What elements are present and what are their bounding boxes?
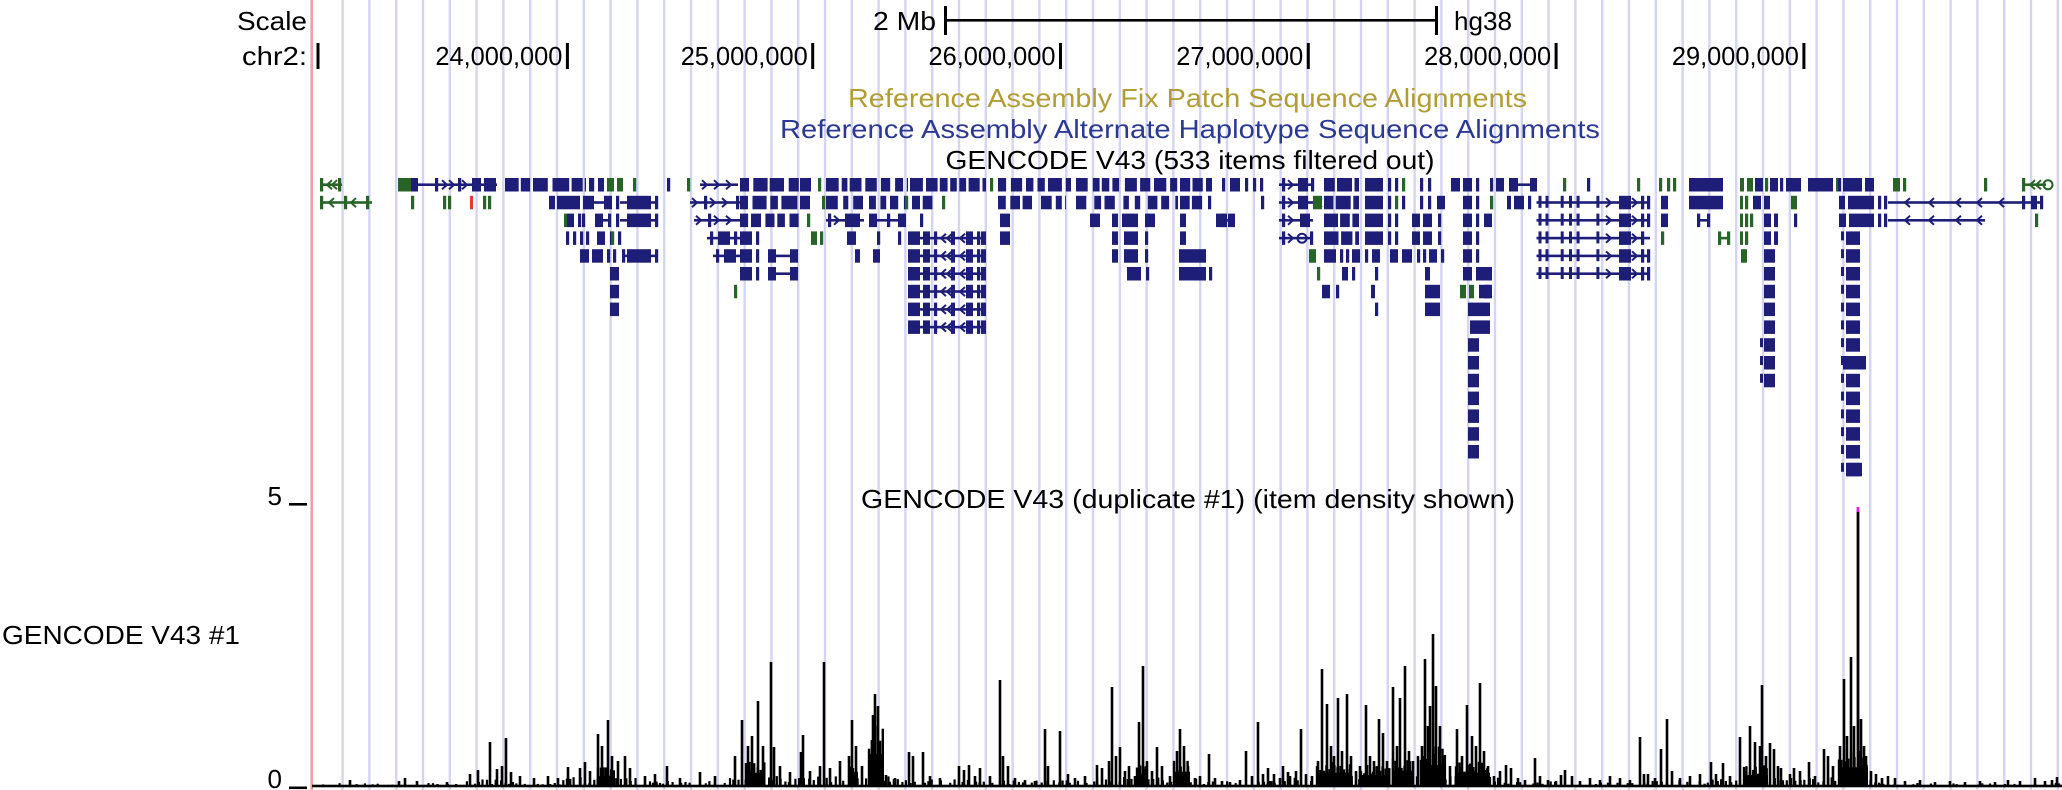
- svg-text:2 Mb: 2 Mb: [873, 6, 936, 36]
- svg-text:29,000,000: 29,000,000: [1672, 41, 1799, 71]
- svg-text:27,000,000: 27,000,000: [1176, 41, 1303, 71]
- svg-text:GENCODE V43 #1: GENCODE V43 #1: [2, 620, 240, 650]
- svg-text:GENCODE V43 (533 items filtere: GENCODE V43 (533 items filtered out): [946, 145, 1435, 175]
- svg-text:0: 0: [268, 764, 282, 790]
- svg-text:Scale: Scale: [237, 6, 307, 36]
- svg-text:chr2:: chr2:: [242, 41, 307, 71]
- svg-text:hg38: hg38: [1454, 6, 1512, 36]
- svg-text:26,000,000: 26,000,000: [929, 41, 1056, 71]
- svg-text:25,000,000: 25,000,000: [681, 41, 808, 71]
- svg-text:5: 5: [268, 481, 282, 511]
- svg-text:Reference Assembly Alternate H: Reference Assembly Alternate Haplotype S…: [780, 114, 1600, 144]
- svg-text:24,000,000: 24,000,000: [435, 41, 562, 71]
- svg-text:Reference Assembly Fix Patch S: Reference Assembly Fix Patch Sequence Al…: [848, 83, 1527, 113]
- svg-text:GENCODE V43 (duplicate #1) (it: GENCODE V43 (duplicate #1) (item density…: [861, 484, 1515, 514]
- svg-text:28,000,000: 28,000,000: [1424, 41, 1551, 71]
